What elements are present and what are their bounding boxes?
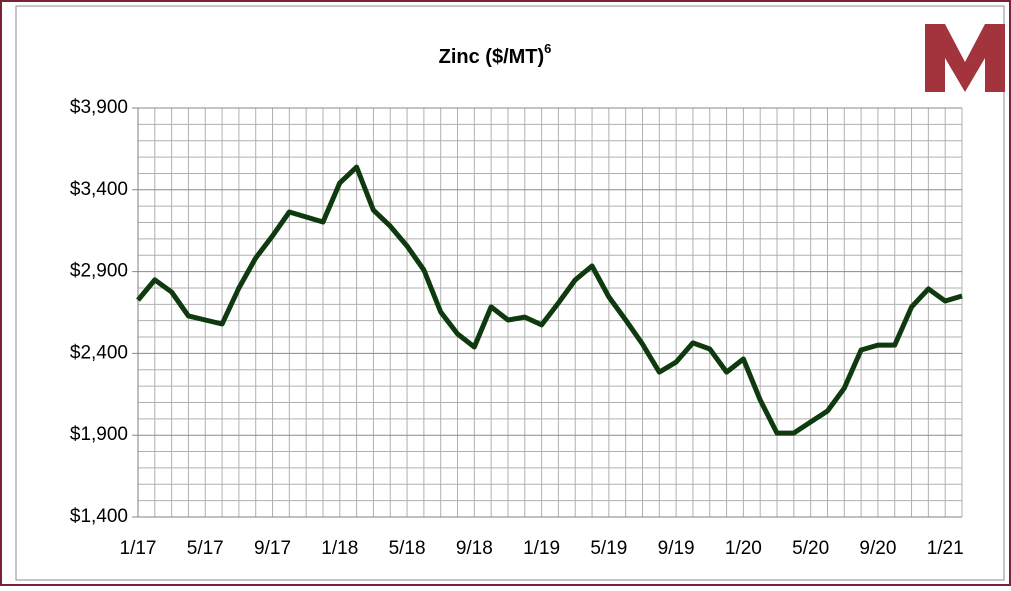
x-tick-label: 1/18 <box>321 538 358 559</box>
x-tick-label: 9/20 <box>859 538 896 559</box>
data-line <box>136 164 963 436</box>
x-tick-label: 5/18 <box>389 538 426 559</box>
y-tick-label: $3,400 <box>70 179 128 200</box>
x-tick-label: 1/17 <box>120 538 157 559</box>
x-tick-label: 9/18 <box>456 538 493 559</box>
logo-v <box>925 24 1005 92</box>
chart-frame <box>15 5 1005 581</box>
x-tick-label: 5/17 <box>187 538 224 559</box>
x-tick-label: 5/19 <box>590 538 627 559</box>
x-tick-label: 1/21 <box>927 538 964 559</box>
x-tick-label: 1/19 <box>523 538 560 559</box>
y-tick-label: $3,900 <box>70 97 128 118</box>
y-tick-label: $1,400 <box>70 506 128 527</box>
y-tick-label: $2,400 <box>70 342 128 363</box>
title-superscript: 6 <box>544 41 551 56</box>
x-tick-label: 9/19 <box>658 538 695 559</box>
y-tick-label: $2,900 <box>70 261 128 282</box>
x-tick-label: 5/20 <box>792 538 829 559</box>
logo <box>925 24 1005 92</box>
x-tick-label: 1/20 <box>725 538 762 559</box>
title-text: Zinc ($/MT) <box>439 46 545 68</box>
chart-title: Zinc ($/MT)6 <box>439 41 552 68</box>
y-tick-label: $1,900 <box>70 424 128 445</box>
x-tick-label: 9/17 <box>254 538 291 559</box>
